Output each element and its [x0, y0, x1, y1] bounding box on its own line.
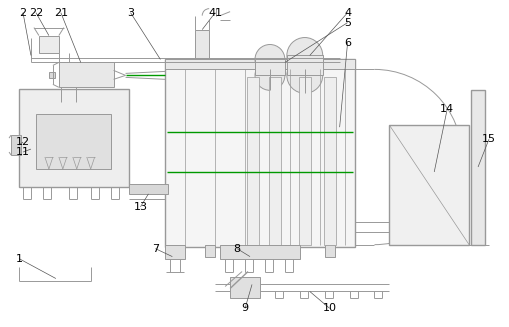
Bar [323, 77, 335, 245]
Bar [195, 29, 209, 69]
Text: 41: 41 [208, 8, 222, 18]
Text: 9: 9 [241, 303, 248, 313]
Text: 6: 6 [344, 38, 350, 47]
Bar [170, 245, 180, 257]
Text: 10: 10 [322, 303, 336, 313]
Text: 8: 8 [233, 244, 240, 254]
Text: 7: 7 [152, 244, 159, 254]
Text: 3: 3 [127, 8, 134, 18]
Bar [165, 60, 354, 247]
Text: 2: 2 [19, 8, 26, 18]
Text: 21: 21 [53, 8, 68, 18]
Bar [254, 60, 285, 76]
Bar [39, 36, 59, 54]
Bar [165, 60, 354, 69]
Bar [205, 245, 215, 257]
Text: 15: 15 [481, 134, 495, 144]
Bar [389, 125, 468, 245]
Bar [298, 77, 310, 245]
Bar [230, 277, 260, 299]
Bar [165, 245, 185, 259]
Text: 12: 12 [16, 137, 30, 147]
Circle shape [286, 58, 322, 93]
Text: 22: 22 [29, 8, 43, 18]
Circle shape [254, 60, 285, 90]
Bar [268, 77, 280, 245]
Bar [220, 245, 299, 259]
Text: 1: 1 [15, 254, 22, 264]
Bar [128, 184, 168, 194]
Text: 5: 5 [344, 18, 350, 27]
Bar [11, 135, 21, 155]
Bar [286, 56, 322, 76]
Bar [59, 62, 114, 87]
Bar [246, 77, 259, 245]
Bar [285, 245, 294, 257]
Bar [36, 114, 110, 169]
Bar [19, 89, 128, 187]
Text: 11: 11 [16, 147, 30, 157]
Circle shape [254, 44, 285, 74]
Text: 14: 14 [439, 104, 454, 114]
Bar [244, 245, 254, 257]
Text: 4: 4 [344, 8, 351, 18]
Circle shape [286, 38, 322, 73]
Bar [324, 245, 334, 257]
Text: 13: 13 [133, 202, 147, 212]
Bar [470, 90, 484, 245]
Bar [49, 72, 55, 78]
